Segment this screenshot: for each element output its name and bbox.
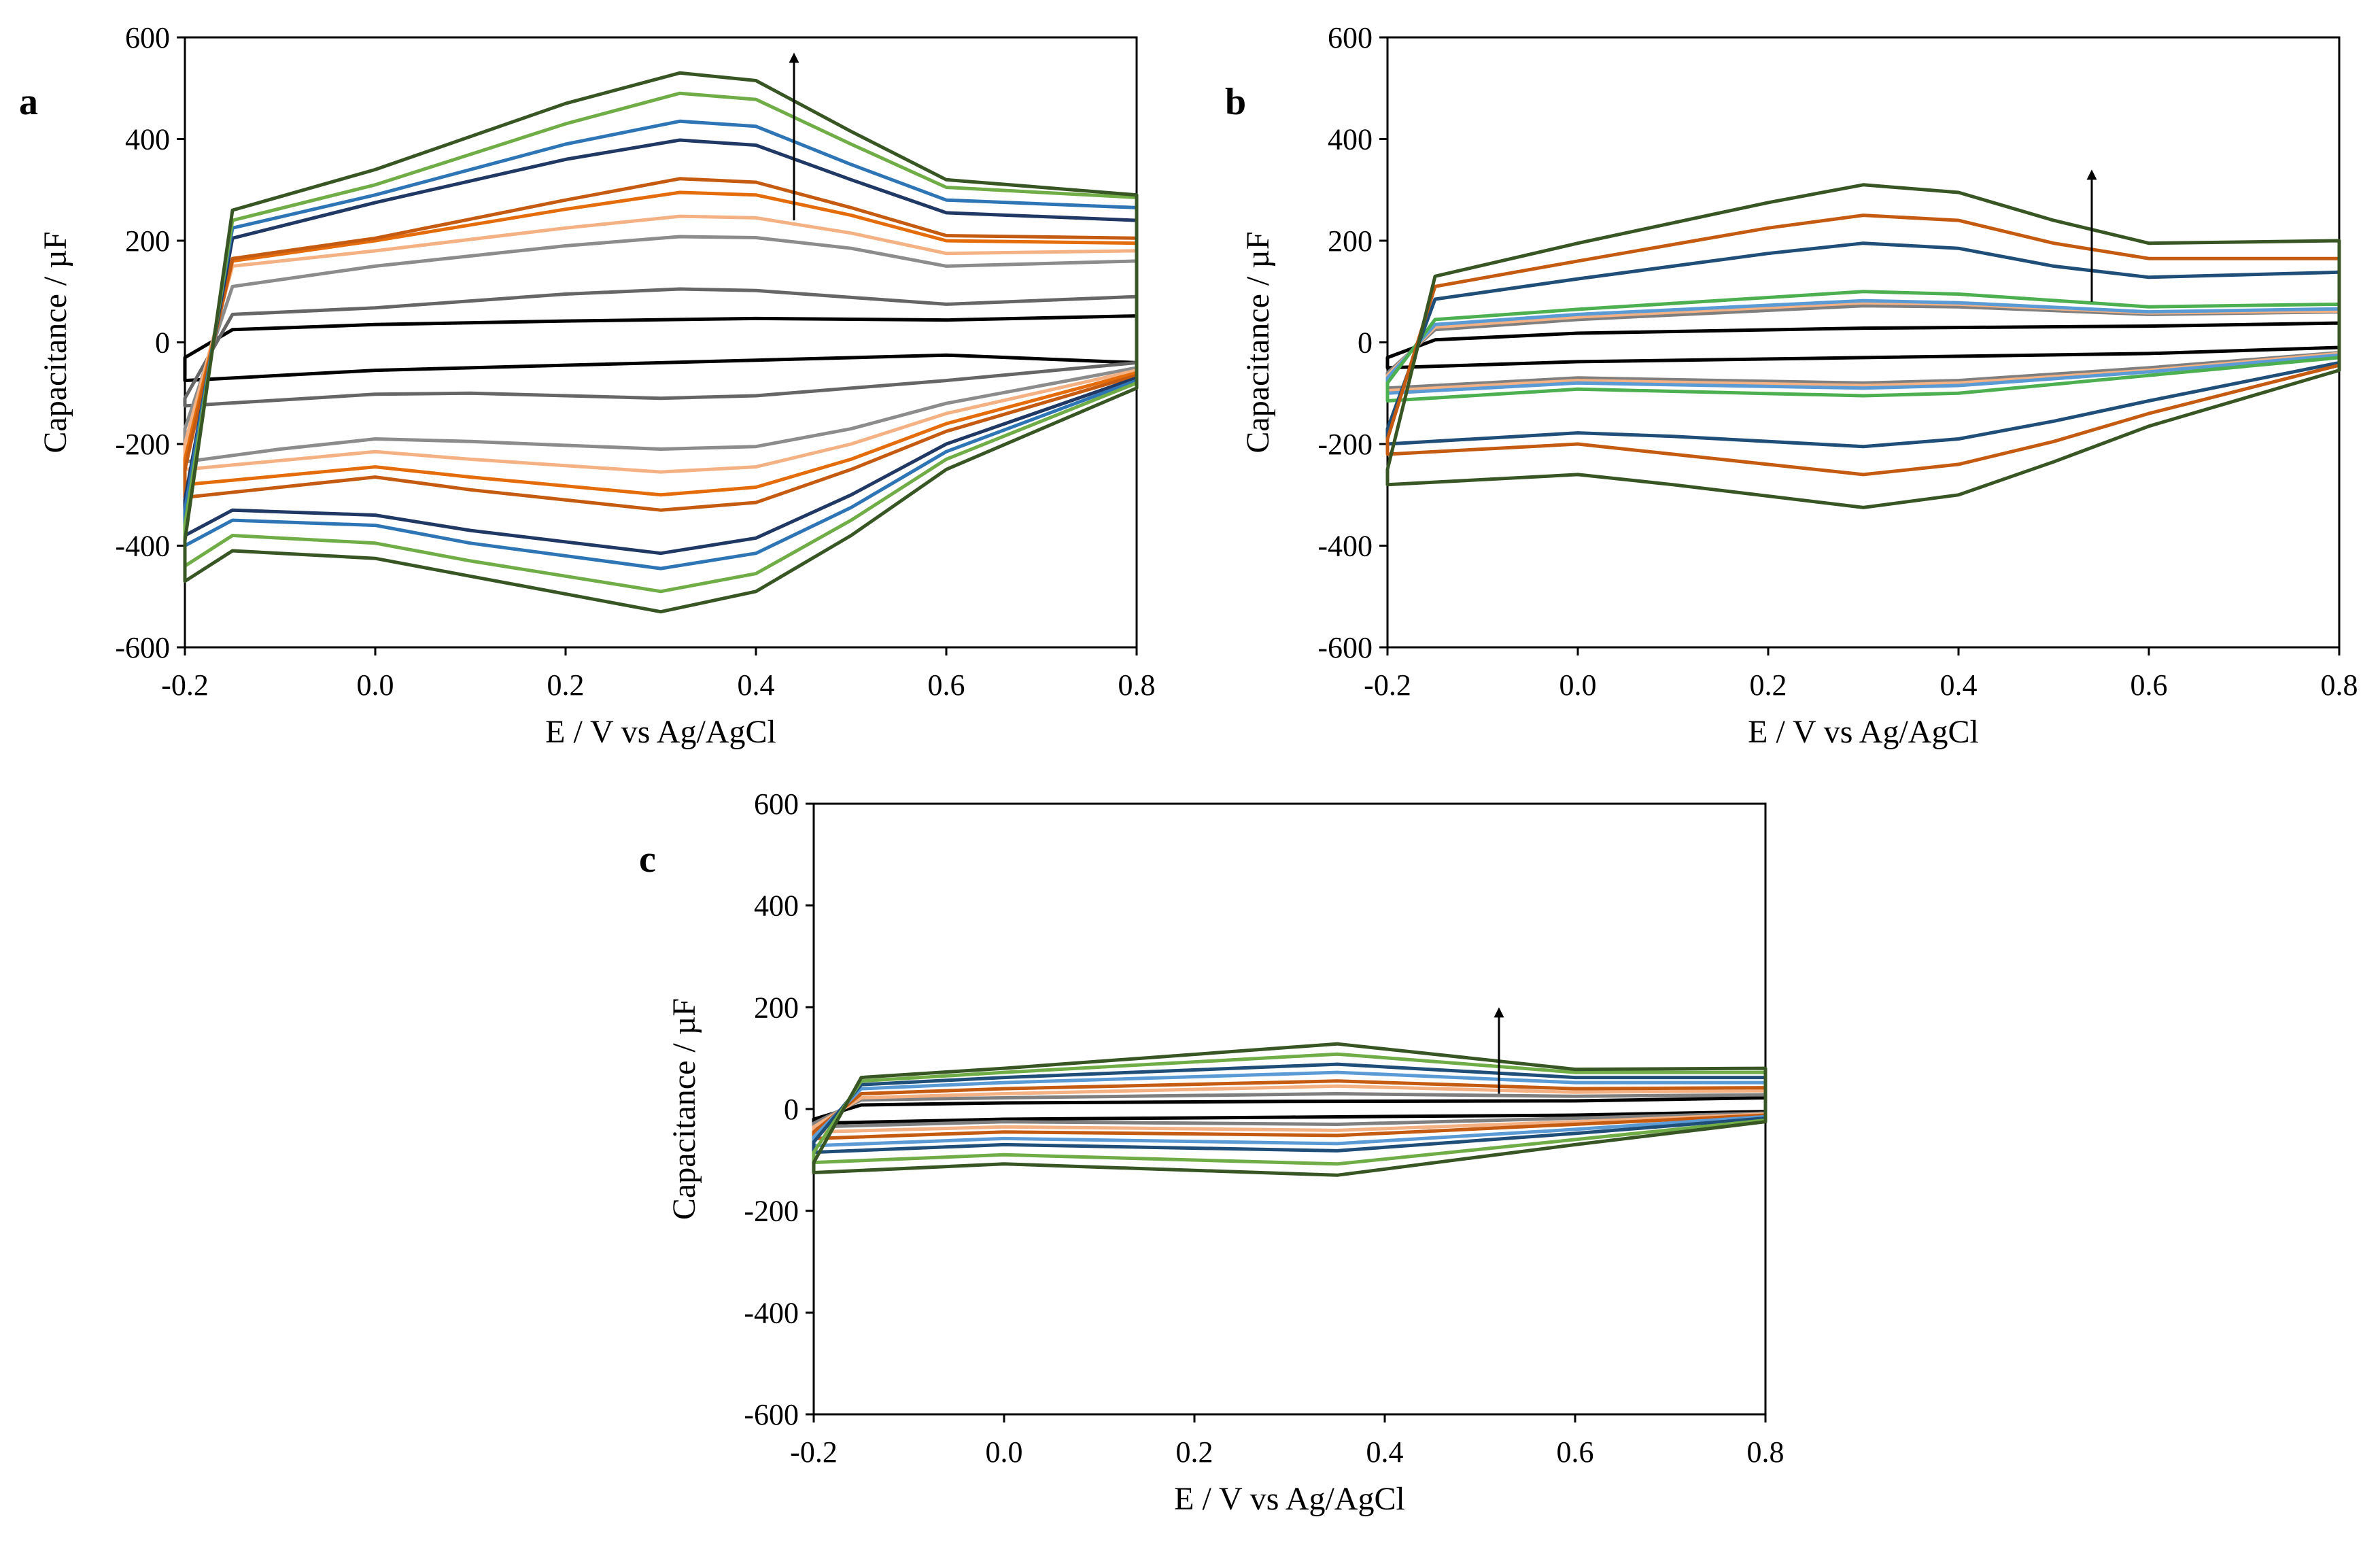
x-tick-label: 0.4 (1940, 668, 1978, 702)
x-tick-label: 0.6 (1557, 1435, 1594, 1469)
x-axis-title: E / V vs Ag/AgCl (1748, 714, 1979, 750)
panel-label: c (639, 838, 656, 881)
x-tick-label: 0.4 (738, 668, 775, 702)
panel-a: 600 400 200 0 -200 -400 -600 -0.2 0.0 0.2 0.4 0.6 0.… (19, 21, 1156, 750)
series-line-1 (183, 314, 1139, 383)
y-tick-label: -400 (744, 1296, 799, 1329)
y-tick-label: -200 (744, 1195, 799, 1228)
x-tick-label: 0.2 (547, 668, 585, 702)
y-tick-label: 200 (125, 224, 170, 258)
x-tick-label: 0.8 (1118, 668, 1156, 702)
y-tick-label: 600 (125, 21, 170, 54)
series-line-3 (1385, 301, 2341, 392)
x-tick-label: 0.0 (1559, 668, 1597, 702)
y-tick-label: 400 (754, 889, 799, 923)
y-tick-label: 0 (155, 326, 170, 360)
y-tick-label: 400 (1328, 123, 1373, 156)
y-tick-label: -600 (744, 1398, 799, 1431)
plot-frame (1386, 36, 2341, 649)
y-axis-title: Capacitance / µF (1240, 231, 1276, 453)
series-line-8 (812, 1042, 1767, 1177)
series-line-6 (1385, 241, 2341, 449)
x-tick-label: 0.2 (1750, 668, 1787, 702)
y-tick-label: 400 (125, 123, 170, 156)
y-tick-label: 600 (1328, 21, 1373, 54)
x-tick-label: 0.2 (1176, 1435, 1213, 1469)
y-tick-label: -200 (115, 428, 170, 461)
x-tick-label: 0.8 (2321, 668, 2358, 702)
x-axis-title: E / V vs Ag/AgCl (545, 714, 776, 750)
series-line-8 (1385, 183, 2341, 509)
series-line-10 (183, 71, 1139, 614)
series-line-1 (1385, 321, 2341, 370)
y-axis-title: Capacitance / µF (37, 231, 73, 453)
y-tick-label: 0 (784, 1093, 799, 1126)
panel-b: 600 400 200 0 -200 -400 -600 -0.2 0.0 0.2 0.4 0.6 0.… (1225, 21, 2358, 750)
y-tick-label: 0 (1358, 326, 1373, 360)
plot-frame (812, 802, 1767, 1416)
x-tick-label: 0.6 (2131, 668, 2168, 702)
x-tick-label: 0.6 (928, 668, 965, 702)
x-tick-label: 0.0 (357, 668, 394, 702)
x-tick-label: 0.0 (986, 1435, 1023, 1469)
series-line-6 (183, 177, 1139, 512)
x-tick-label: -0.2 (161, 668, 209, 702)
y-tick-label: -600 (1317, 631, 1373, 664)
y-tick-label: 200 (754, 991, 799, 1024)
panel-label: a (19, 81, 38, 123)
series-line-2 (183, 287, 1139, 408)
series-line-9 (183, 91, 1139, 594)
y-tick-label: 600 (754, 787, 799, 821)
y-tick-label: 200 (1328, 224, 1373, 258)
x-tick-label: 0.8 (1747, 1435, 1784, 1469)
x-tick-label: -0.2 (790, 1435, 838, 1469)
y-tick-label: -600 (115, 631, 170, 664)
x-tick-label: -0.2 (1364, 668, 1411, 702)
panel-c: 600 400 200 0 -200 -400 -600 -0.2 0.0 0.2 0.4 0.6 0.… (639, 787, 1784, 1517)
x-axis-title: E / V vs Ag/AgCl (1174, 1481, 1405, 1517)
y-axis-title: Capacitance / µF (666, 998, 702, 1220)
x-tick-label: 0.4 (1366, 1435, 1404, 1469)
panel-label: b (1225, 81, 1246, 123)
y-tick-label: -400 (1317, 530, 1373, 563)
y-tick-label: -400 (115, 530, 170, 563)
y-tick-label: -200 (1317, 428, 1373, 461)
